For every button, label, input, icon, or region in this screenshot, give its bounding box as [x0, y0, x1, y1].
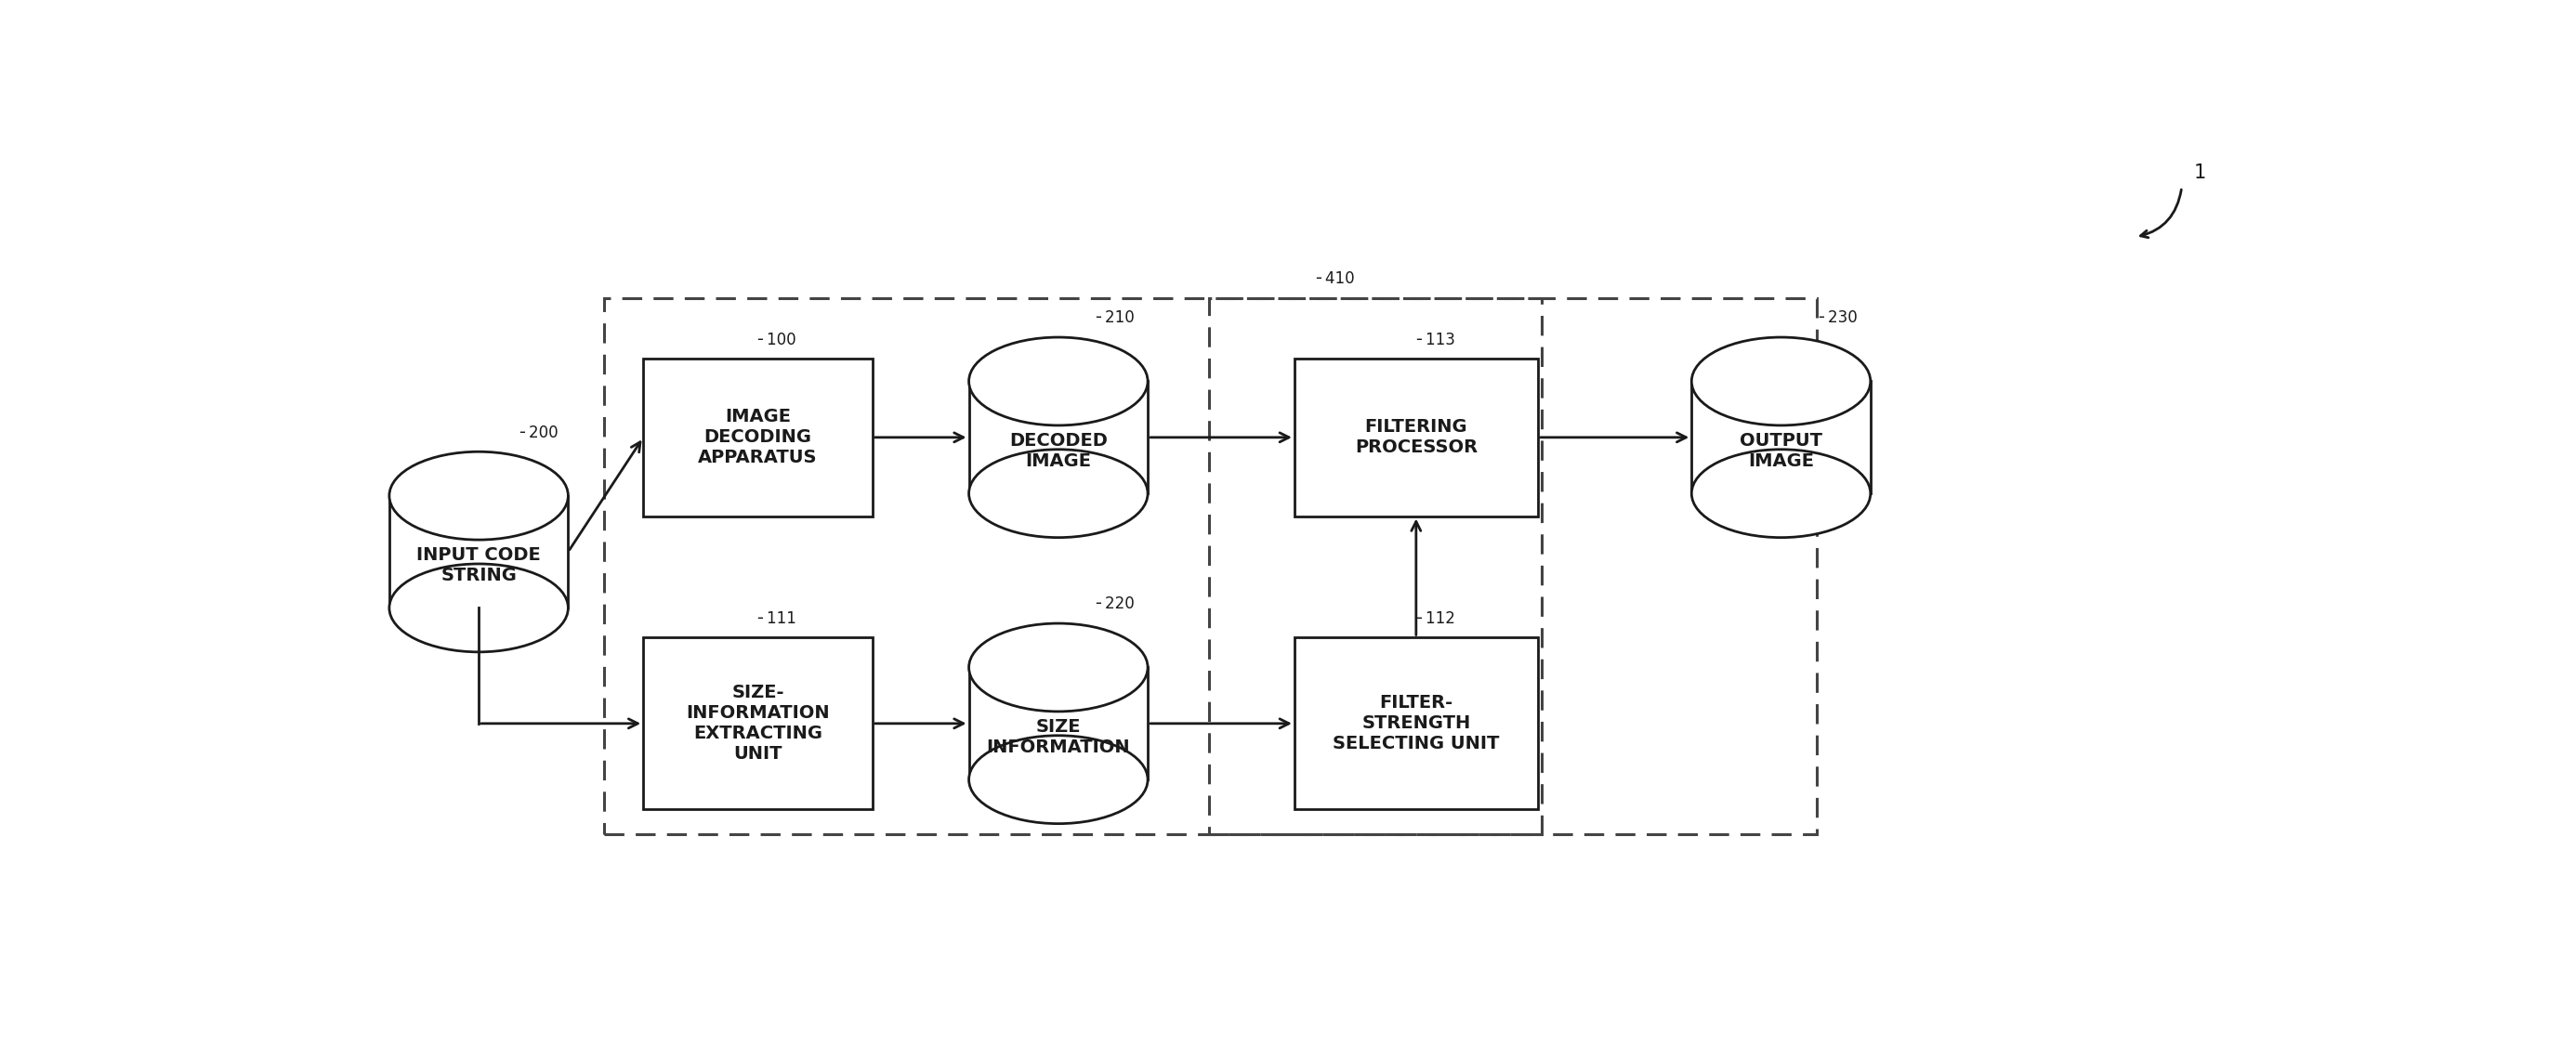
- Text: ╴112: ╴112: [1417, 610, 1455, 627]
- Text: INPUT CODE
STRING: INPUT CODE STRING: [417, 546, 541, 584]
- Ellipse shape: [1692, 450, 1870, 538]
- Ellipse shape: [389, 564, 569, 652]
- Bar: [1208, 298, 1816, 835]
- Text: ╴113: ╴113: [1417, 332, 1455, 348]
- Text: 1: 1: [2192, 163, 2205, 182]
- Text: ╴210: ╴210: [1095, 310, 1133, 326]
- Text: DECODED
IMAGE: DECODED IMAGE: [1010, 432, 1108, 470]
- Text: IMAGE
DECODING
APPARATUS: IMAGE DECODING APPARATUS: [698, 408, 817, 467]
- Text: OUTPUT
IMAGE: OUTPUT IMAGE: [1739, 432, 1821, 470]
- Bar: [603, 298, 1540, 835]
- Ellipse shape: [969, 735, 1149, 823]
- Text: ╴230: ╴230: [1819, 310, 1857, 326]
- Bar: [1692, 382, 1870, 494]
- Bar: [644, 359, 873, 516]
- Text: SIZE
INFORMATION: SIZE INFORMATION: [987, 718, 1131, 756]
- Bar: [1296, 359, 1538, 516]
- Text: FILTER-
STRENGTH
SELECTING UNIT: FILTER- STRENGTH SELECTING UNIT: [1332, 695, 1499, 753]
- Text: ╴111: ╴111: [757, 610, 796, 627]
- Bar: [969, 667, 1149, 779]
- Bar: [389, 496, 569, 608]
- Text: ╴100: ╴100: [757, 332, 796, 348]
- Text: FILTERING
PROCESSOR: FILTERING PROCESSOR: [1355, 418, 1479, 456]
- FancyArrowPatch shape: [2141, 189, 2182, 237]
- Ellipse shape: [969, 623, 1149, 711]
- Text: ╴200: ╴200: [520, 425, 559, 441]
- Text: ╴220: ╴220: [1095, 596, 1133, 613]
- Text: ╴410: ╴410: [1316, 271, 1355, 288]
- Ellipse shape: [969, 337, 1149, 426]
- Bar: [969, 382, 1149, 494]
- Text: SIZE-
INFORMATION
EXTRACTING
UNIT: SIZE- INFORMATION EXTRACTING UNIT: [685, 684, 829, 763]
- Bar: [1296, 638, 1538, 810]
- Ellipse shape: [389, 452, 569, 540]
- Bar: [644, 638, 873, 810]
- Ellipse shape: [1692, 337, 1870, 426]
- Ellipse shape: [969, 450, 1149, 538]
